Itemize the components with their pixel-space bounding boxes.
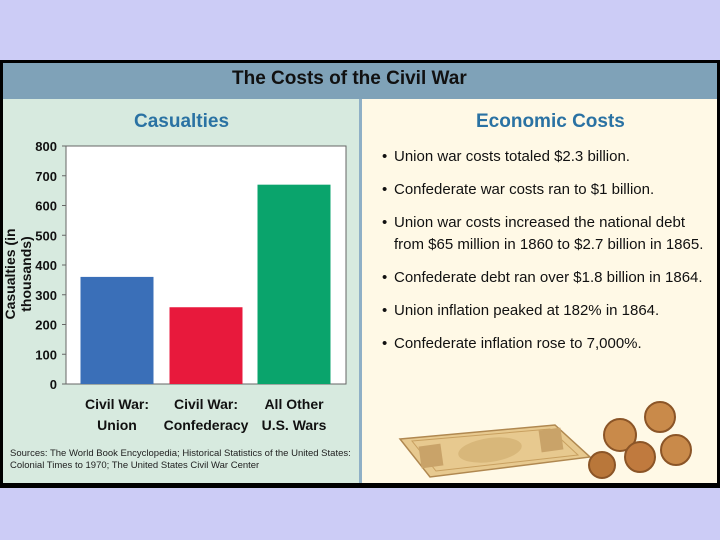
- y-tick-label: 800: [35, 139, 57, 154]
- bar: [169, 307, 243, 384]
- y-tick-label: 300: [35, 288, 57, 303]
- y-tick-label: 100: [35, 347, 57, 362]
- y-tick-label: 200: [35, 318, 57, 333]
- x-tick-label: Civil War: Union: [72, 394, 162, 436]
- banknote-icon: [398, 424, 592, 478]
- y-tick-label: 500: [35, 228, 57, 243]
- y-tick-label: 400: [35, 258, 57, 273]
- y-tick-label: 600: [35, 199, 57, 214]
- economic-costs-heading: Economic Costs: [476, 111, 625, 132]
- economic-costs-list: Union war costs totaled $2.3 billion. Con…: [382, 146, 712, 366]
- panel-divider: [359, 99, 362, 483]
- x-tick-label: Civil War: Confederacy: [161, 394, 251, 436]
- casualties-chart: 0 100 200 300 400 500 600 700 800: [35, 139, 347, 390]
- x-tick-label-line: All Other: [264, 396, 324, 412]
- title-bar: [3, 63, 717, 99]
- economic-cost-bullet: Confederate war costs ran to $1 billion.: [382, 179, 712, 201]
- x-tick-label: All Other U.S. Wars: [249, 394, 339, 436]
- y-tick-label: 0: [50, 377, 57, 390]
- y-tick-label: 700: [35, 169, 57, 184]
- x-tick-label-line: Confederacy: [163, 417, 249, 433]
- y-axis-label: Casualties (in thousands): [2, 228, 34, 320]
- economic-cost-bullet: Confederate debt ran over $1.8 billion i…: [382, 267, 712, 289]
- bar: [80, 276, 154, 384]
- currency-illustration: [398, 401, 692, 479]
- page-title: The Costs of the Civil War: [232, 68, 467, 89]
- economic-cost-bullet: Union inflation peaked at 182% in 1864.: [382, 300, 712, 322]
- x-tick-label-line: Civil War:: [84, 396, 150, 412]
- x-tick-label-line: Union: [97, 417, 137, 433]
- bar: [257, 184, 331, 384]
- casualties-heading: Casualties: [134, 111, 230, 132]
- economic-cost-bullet: Union war costs totaled $2.3 billion.: [382, 146, 712, 168]
- economic-cost-bullet: Confederate inflation rose to 7,000%.: [382, 333, 712, 355]
- economic-cost-bullet: Union war costs increased the national d…: [382, 212, 712, 256]
- sources-note: Sources: The World Book Encyclopedia; Hi…: [10, 448, 351, 471]
- x-tick-label-line: U.S. Wars: [261, 417, 327, 433]
- coin-icon: [588, 401, 692, 479]
- x-tick-label-line: Civil War:: [173, 396, 239, 412]
